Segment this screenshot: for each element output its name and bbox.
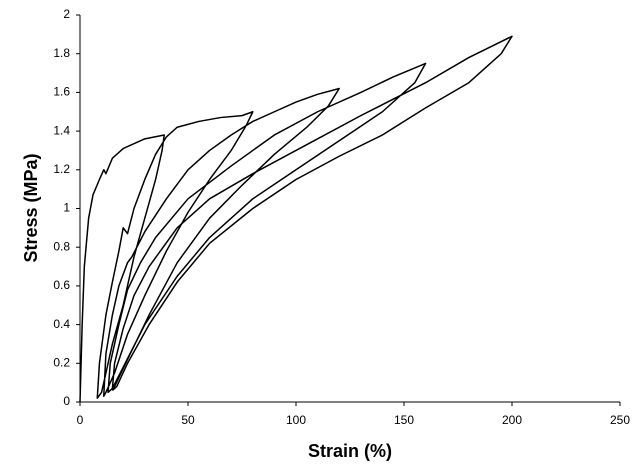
y-tick-label: 1 (63, 201, 70, 215)
line-series (79, 35, 513, 403)
x-tick-label: 200 (502, 413, 522, 427)
x-tick-label: 150 (394, 413, 414, 427)
x-tick-label: 250 (610, 413, 630, 427)
x-tick-label: 0 (77, 413, 84, 427)
x-axis-title: Strain (%) (308, 441, 392, 461)
y-tick-label: 1.6 (53, 85, 70, 99)
y-tick-label: 1.8 (53, 46, 70, 60)
y-tick-label: 1.2 (53, 162, 70, 176)
x-tick-label: 100 (286, 413, 306, 427)
y-tick-label: 2 (63, 7, 70, 21)
y-tick-label: 0.2 (53, 355, 70, 369)
x-tick-label: 50 (181, 413, 195, 427)
y-tick-label: 0.4 (53, 317, 70, 331)
y-tick-label: 1.4 (53, 123, 70, 137)
y-tick-label: 0 (63, 394, 70, 408)
y-tick-label: 0.6 (53, 278, 70, 292)
y-axis-title: Stress (MPa) (21, 153, 41, 262)
y-tick-label: 0.8 (53, 239, 70, 253)
